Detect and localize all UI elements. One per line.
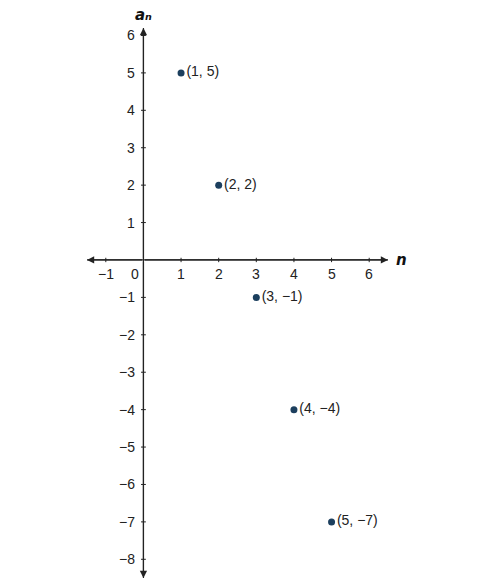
svg-text:−2: −2 xyxy=(119,327,135,343)
svg-text:−5: −5 xyxy=(119,439,135,455)
svg-text:(4, −4): (4, −4) xyxy=(299,400,340,416)
svg-text:−1: −1 xyxy=(119,289,135,305)
svg-text:−4: −4 xyxy=(119,402,135,418)
svg-text:(5, −7): (5, −7) xyxy=(337,512,378,528)
svg-text:(1, 5): (1, 5) xyxy=(186,63,219,79)
svg-text:2: 2 xyxy=(215,266,223,282)
svg-text:(2, 2): (2, 2) xyxy=(224,176,257,192)
svg-text:−1: −1 xyxy=(98,266,114,282)
svg-text:3: 3 xyxy=(252,266,260,282)
svg-text:aₙ: aₙ xyxy=(135,6,152,24)
svg-text:5: 5 xyxy=(328,266,336,282)
svg-text:2: 2 xyxy=(127,177,135,193)
svg-text:5: 5 xyxy=(127,65,135,81)
svg-text:0: 0 xyxy=(131,266,139,282)
svg-text:1: 1 xyxy=(177,266,185,282)
svg-text:4: 4 xyxy=(290,266,298,282)
svg-text:1: 1 xyxy=(127,215,135,231)
svg-text:n: n xyxy=(396,251,407,269)
svg-text:4: 4 xyxy=(127,102,135,118)
svg-text:6: 6 xyxy=(127,27,135,43)
svg-text:6: 6 xyxy=(365,266,373,282)
svg-text:−6: −6 xyxy=(119,476,135,492)
svg-text:3: 3 xyxy=(127,140,135,156)
svg-text:−7: −7 xyxy=(119,514,135,530)
svg-text:−3: −3 xyxy=(119,364,135,380)
svg-text:−8: −8 xyxy=(119,551,135,567)
svg-text:(3, −1): (3, −1) xyxy=(262,288,303,304)
